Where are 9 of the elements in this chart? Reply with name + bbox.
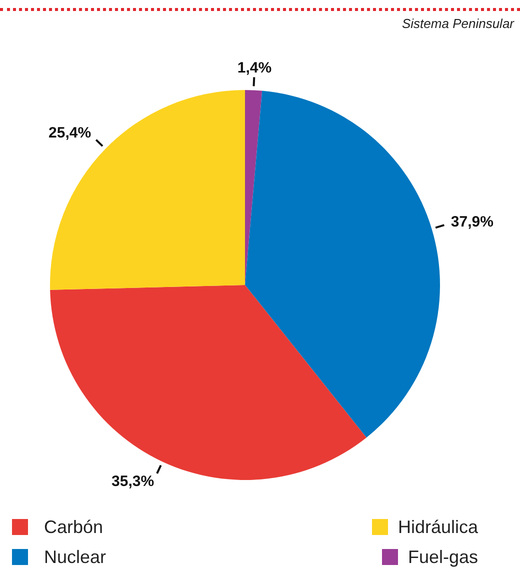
legend-label: Nuclear [44,546,106,568]
data-label: 37,9% [450,214,494,231]
chart-subtitle: Sistema Peninsular [402,16,514,31]
data-label: 25,4% [48,124,92,142]
data-label: 35,3% [112,472,154,490]
legend-label: Fuel-gas [408,546,478,568]
legend-label: Hidráulica [398,516,478,538]
legend-label: Carbón [44,516,104,538]
data-label: 1,4% [237,59,272,76]
